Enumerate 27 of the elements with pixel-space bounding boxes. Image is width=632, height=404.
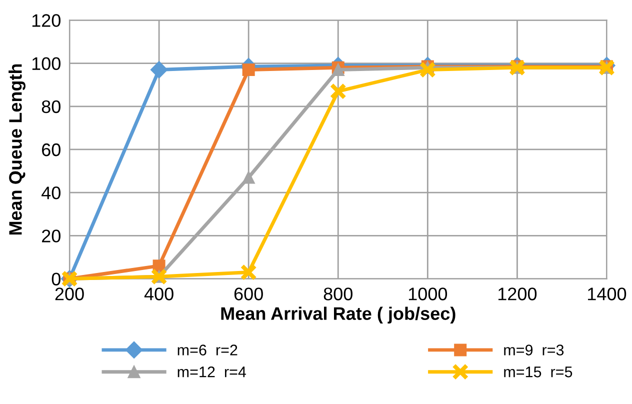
- point: [242, 171, 255, 184]
- point: [242, 64, 255, 76]
- legend-label: m=6 r=2: [178, 344, 238, 356]
- y-tick-label: 0: [52, 272, 60, 286]
- point: [150, 61, 168, 78]
- legend-label: m=9 r=3: [504, 344, 564, 356]
- legend-label: m=15 r=5: [504, 366, 572, 378]
- x-tick-label: 1400: [588, 288, 626, 300]
- x-tick-label: 400: [144, 288, 174, 300]
- point: [332, 64, 344, 76]
- x-tick-label: 600: [234, 288, 263, 300]
- x-tick-label: 1200: [498, 288, 537, 300]
- y-axis-title: Mean Queue Length: [8, 64, 26, 235]
- legend-label: m=12 r=4: [178, 366, 246, 378]
- x-axis-title: Mean Arrival Rate ( job/sec): [221, 306, 456, 324]
- point: [419, 61, 436, 78]
- x-tick-label: 800: [324, 288, 352, 300]
- y-tick-label: 40: [42, 186, 60, 200]
- x-tick-label: 200: [55, 288, 84, 300]
- x-tick-label: 1000: [408, 288, 448, 300]
- y-tick-label: 120: [32, 14, 60, 27]
- y-tick-label: 100: [32, 57, 60, 70]
- y-tick-label: 60: [42, 143, 60, 156]
- point: [330, 82, 346, 100]
- point: [240, 264, 257, 281]
- y-tick-label: 80: [42, 100, 60, 114]
- y-tick-label: 20: [42, 230, 60, 242]
